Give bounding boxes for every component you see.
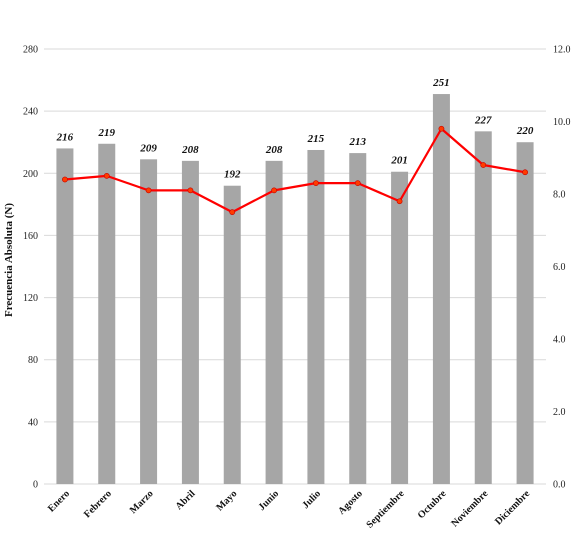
- category-label: Enero: [46, 488, 72, 514]
- bar-series: [56, 94, 534, 484]
- right-tick-label: 6.0: [553, 262, 566, 273]
- line-point: [145, 187, 152, 194]
- left-tick-label: 80: [28, 355, 38, 366]
- left-tick-label: 240: [23, 107, 38, 118]
- line-point: [187, 187, 194, 194]
- left-tick-label: 0: [33, 480, 38, 491]
- category-label: Julio: [300, 488, 323, 511]
- bar-data-label: 251: [432, 77, 450, 89]
- bar-data-label: 216: [56, 131, 74, 143]
- line-point: [103, 172, 110, 179]
- bar-data-label: 201: [390, 155, 408, 167]
- bar: [140, 159, 158, 484]
- bar: [349, 153, 367, 484]
- gridlines: [44, 48, 546, 485]
- right-tick-label: 10.0: [553, 117, 571, 128]
- line-point: [522, 169, 528, 176]
- category-label: Noviembre: [449, 488, 490, 529]
- category-label: Octubre: [416, 488, 449, 521]
- line-point: [62, 176, 68, 183]
- bar: [516, 142, 534, 484]
- bar: [474, 131, 492, 484]
- bar: [265, 160, 283, 484]
- line-point: [271, 187, 277, 194]
- left-tick-label: 40: [28, 417, 38, 428]
- bar-data-label: 215: [307, 133, 325, 145]
- bar: [432, 94, 450, 484]
- line-point: [313, 180, 319, 187]
- bar-data-label: 208: [265, 144, 283, 156]
- right-tick-label: 8.0: [553, 190, 566, 201]
- category-label: Septiembre: [364, 488, 407, 531]
- bar-data-labels: 216 219 209 208 192 208 215 213 201 251 227 220: [56, 77, 534, 181]
- right-tick-label: 12.0: [553, 45, 571, 56]
- category-label: Marzo: [128, 488, 156, 516]
- line-series: [62, 125, 528, 216]
- category-label: Diciembre: [493, 488, 532, 527]
- bar-data-label: 209: [139, 142, 157, 154]
- line-point: [354, 180, 361, 187]
- y-axis-title: Frecuencia Absoluta (N): [3, 203, 15, 317]
- category-label: Mayo: [214, 488, 239, 513]
- bar-data-label: 219: [98, 127, 116, 139]
- line-point: [396, 198, 403, 205]
- line-point: [438, 125, 445, 132]
- right-tick-label: 2.0: [553, 407, 566, 418]
- bar: [307, 149, 325, 484]
- bar-data-label: 220: [516, 125, 534, 137]
- right-tick-label: 4.0: [553, 335, 566, 346]
- category-label: Agosto: [336, 488, 365, 517]
- bar: [391, 171, 409, 484]
- line-path: [64, 127, 526, 214]
- category-label: Febrero: [82, 488, 114, 520]
- bar: [56, 148, 74, 484]
- bar-data-label: 227: [474, 114, 492, 126]
- line-point: [480, 162, 487, 168]
- category-labels: Enero Febrero Marzo Abril Mayo Junio Julio Agos…: [46, 488, 533, 531]
- left-tick-label: 200: [23, 169, 38, 180]
- left-tick-label: 160: [23, 231, 38, 242]
- category-label: Abril: [174, 488, 198, 512]
- left-tick-label: 280: [23, 45, 38, 56]
- right-axis-ticks: 0.0 2.0 4.0 6.0 8.0 10.0 12.0: [553, 45, 571, 491]
- left-axis-ticks: 0 40 80 120 160 200 240 280: [23, 45, 38, 491]
- right-tick-label: 0.0: [553, 480, 566, 491]
- bar: [223, 185, 241, 484]
- bar: [98, 143, 116, 484]
- bar-data-label: 208: [181, 144, 199, 156]
- left-tick-label: 120: [23, 293, 38, 304]
- bar: [181, 160, 199, 484]
- category-label: Junio: [257, 488, 282, 513]
- line-point: [229, 209, 236, 216]
- bar-data-label: 213: [349, 136, 367, 148]
- bar-data-label: 192: [224, 169, 241, 181]
